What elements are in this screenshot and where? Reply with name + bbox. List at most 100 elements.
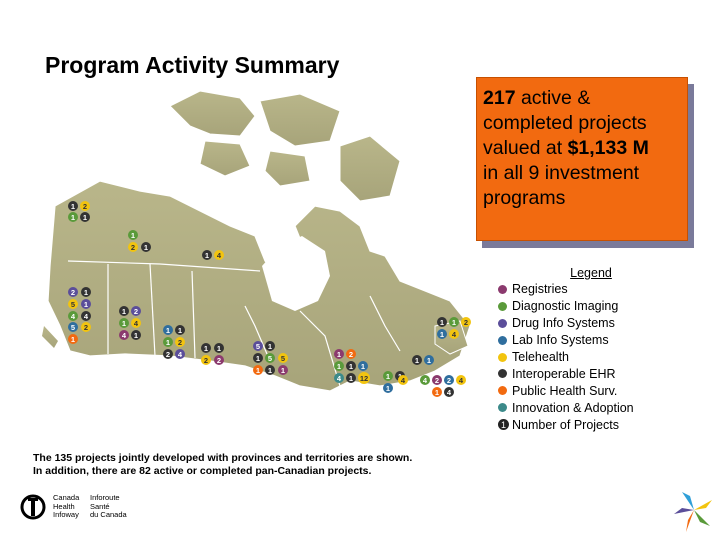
legend-item-number-of-projects: 1 Number of Projects — [498, 416, 678, 433]
svg-text:1: 1 — [71, 202, 75, 211]
infoway-emblem-icon — [20, 494, 46, 520]
svg-text:5: 5 — [256, 342, 260, 351]
callout-value: $1,133 M — [567, 137, 649, 159]
callout-count: 217 — [483, 87, 516, 109]
svg-text:1: 1 — [440, 318, 444, 327]
svg-text:4: 4 — [122, 331, 127, 340]
badges-nwt: 1 2 1 — [128, 230, 151, 252]
svg-text:1: 1 — [435, 388, 439, 397]
svg-text:1: 1 — [337, 362, 341, 371]
callout-line3: valued at — [483, 137, 568, 159]
svg-text:1: 1 — [337, 350, 341, 359]
svg-text:4: 4 — [84, 312, 89, 321]
svg-text:1: 1 — [71, 335, 75, 344]
svg-text:4: 4 — [178, 350, 183, 359]
legend-label: Diagnostic Imaging — [512, 299, 619, 314]
svg-text:1: 1 — [268, 366, 272, 375]
legend-dot-icon — [498, 403, 507, 413]
svg-text:1: 1 — [122, 307, 126, 316]
logo-fr-3: du Canada — [90, 510, 127, 519]
svg-text:5: 5 — [268, 354, 272, 363]
svg-text:4: 4 — [447, 388, 452, 397]
legend-dot-icon — [498, 284, 507, 294]
svg-text:5: 5 — [71, 323, 75, 332]
svg-text:2: 2 — [204, 356, 208, 365]
svg-text:1: 1 — [131, 231, 135, 240]
svg-text:1: 1 — [386, 384, 390, 393]
footnote: The 135 projects jointly developed with … — [33, 452, 412, 478]
legend-dot-icon — [498, 318, 507, 328]
canada-map: 1 2 1 1 1 2 1 1 4 2 1 5 1 4 4 5 2 1 1 2 — [42, 90, 471, 397]
legend-dot-icon — [498, 301, 507, 311]
svg-text:4: 4 — [459, 376, 464, 385]
svg-text:2: 2 — [464, 318, 468, 327]
logo-fr-1: Inforoute — [90, 493, 120, 502]
legend-label: Interoperable EHR — [512, 366, 616, 381]
svg-text:1: 1 — [84, 300, 88, 309]
logo-en-1: Canada — [53, 493, 80, 502]
svg-text:2: 2 — [166, 350, 170, 359]
badges-alberta: 1 2 1 4 4 1 — [119, 306, 141, 340]
legend: Legend Registries Diagnostic Imaging Dru… — [498, 266, 678, 433]
legend-item-interoperable-ehr: Interoperable EHR — [498, 365, 678, 382]
svg-text:1: 1 — [452, 318, 456, 327]
svg-text:1: 1 — [166, 326, 170, 335]
legend-item-drug-info: Drug Info Systems — [498, 315, 678, 332]
logo-english: Canada Health Infoway — [53, 493, 80, 520]
legend-label: Registries — [512, 282, 568, 297]
legend-dot-icon — [498, 369, 507, 379]
logo-en-3: Infoway — [53, 510, 79, 519]
legend-item-diagnostic-imaging: Diagnostic Imaging — [498, 298, 678, 315]
callout-line1: active & — [515, 87, 591, 109]
svg-text:1: 1 — [256, 354, 260, 363]
svg-text:1: 1 — [349, 374, 353, 383]
svg-text:5: 5 — [71, 300, 75, 309]
svg-text:1: 1 — [256, 366, 260, 375]
legend-label: Number of Projects — [512, 417, 619, 432]
callout-line5: programs — [483, 187, 566, 209]
svg-text:1: 1 — [122, 319, 126, 328]
badges-nunavut: 1 4 — [202, 250, 224, 260]
svg-text:2: 2 — [349, 350, 353, 359]
svg-text:1: 1 — [415, 356, 419, 365]
badges-quebec: 1 2 1 1 1 4 1 12 — [334, 349, 370, 384]
legend-item-telehealth: Telehealth — [498, 349, 678, 366]
svg-text:2: 2 — [134, 307, 138, 316]
legend-item-innovation: Innovation & Adoption — [498, 399, 678, 416]
badges-bc: 2 1 5 1 4 4 5 2 1 — [68, 287, 91, 344]
page-title: Program Activity Summary — [45, 52, 340, 78]
svg-text:2: 2 — [131, 243, 135, 252]
svg-text:1: 1 — [166, 338, 170, 347]
legend-title: Legend — [570, 266, 612, 280]
legend-label: Innovation & Adoption — [512, 400, 634, 415]
svg-text:4: 4 — [71, 312, 76, 321]
svg-text:1: 1 — [349, 362, 353, 371]
logo-en-2: Health — [53, 501, 75, 511]
svg-text:1: 1 — [281, 366, 285, 375]
legend-label: Drug Info Systems — [512, 316, 615, 331]
number-symbol-icon: 1 — [498, 419, 509, 431]
svg-text:2: 2 — [435, 376, 439, 385]
svg-text:4: 4 — [134, 319, 139, 328]
svg-text:2: 2 — [84, 323, 88, 332]
badges-labrador: 1 1 2 1 4 — [437, 317, 471, 339]
svg-text:2: 2 — [447, 376, 451, 385]
svg-text:2: 2 — [83, 202, 87, 211]
summary-callout: 217 active & completed projects valued a… — [476, 77, 688, 241]
svg-text:1: 1 — [178, 326, 182, 335]
svg-text:2: 2 — [71, 288, 75, 297]
svg-text:1: 1 — [204, 344, 208, 353]
callout-line2: completed projects — [483, 112, 647, 134]
badges-ontario: 5 1 1 5 5 1 1 1 — [253, 341, 288, 375]
svg-text:2: 2 — [178, 338, 182, 347]
infoway-logo: Canada Health Infoway Inforoute Santé du… — [20, 488, 170, 534]
legend-dot-icon — [498, 335, 507, 345]
svg-text:4: 4 — [401, 376, 406, 385]
svg-text:5: 5 — [281, 354, 285, 363]
legend-label: Telehealth — [512, 350, 569, 364]
footnote-line1: The 135 projects jointly developed with … — [33, 452, 413, 464]
badges-manitoba: 1 1 2 2 — [201, 343, 224, 365]
legend-dot-icon — [498, 386, 507, 396]
legend-label: Lab Info Systems — [512, 333, 609, 348]
pinwheel-icon — [674, 492, 712, 532]
